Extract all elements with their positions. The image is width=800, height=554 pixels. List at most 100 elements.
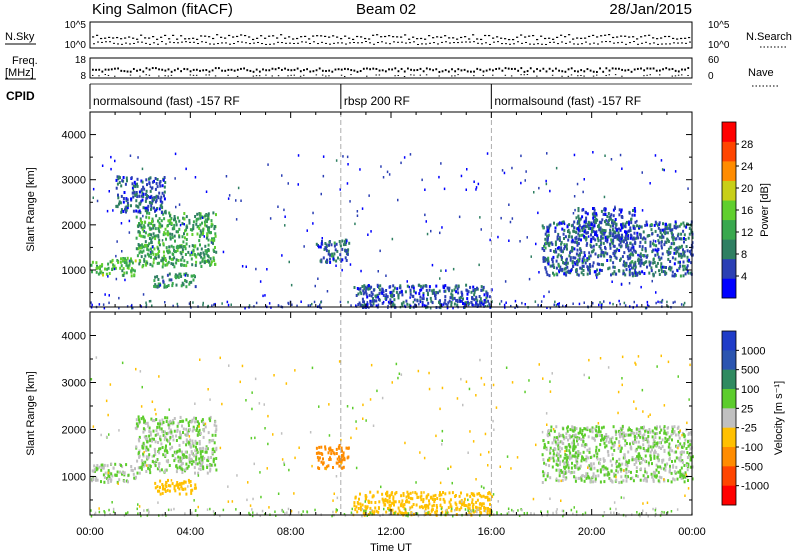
echo-cell	[178, 443, 181, 447]
echo-cell	[560, 258, 563, 261]
echo-cell	[644, 247, 647, 250]
echo-cell	[471, 504, 474, 508]
freq-point	[110, 68, 113, 71]
echo-cell	[584, 261, 587, 265]
echo-cell	[109, 260, 112, 264]
echo-cell	[343, 456, 346, 460]
echo-cell	[615, 478, 618, 482]
nsearch-point	[377, 41, 379, 43]
nsky-point	[212, 37, 215, 40]
echo-cell	[427, 493, 430, 497]
echo-cell	[160, 427, 163, 431]
echo-cell	[631, 458, 634, 462]
echo-cell	[590, 237, 593, 241]
echo-cell	[166, 416, 169, 420]
echo-cell	[597, 239, 600, 243]
echo-cell	[655, 427, 658, 431]
echo-cell	[169, 419, 172, 423]
nave-point	[643, 75, 645, 77]
echo-cell	[180, 245, 183, 249]
echo-cell	[580, 233, 583, 237]
echo-cell	[681, 264, 684, 268]
echo-cell	[143, 259, 146, 263]
echo-cell	[629, 433, 632, 437]
echo-cell	[210, 241, 213, 244]
echo-cell	[372, 288, 375, 292]
echo-cell	[322, 457, 324, 461]
nsky-point	[564, 36, 567, 38]
nave-point	[567, 75, 570, 77]
echo-cell	[602, 467, 605, 471]
echo-cell	[153, 196, 156, 200]
freq-point	[356, 70, 359, 73]
echo-cell	[646, 234, 649, 238]
echo-cell	[388, 496, 391, 500]
echo-cell	[157, 219, 159, 223]
freq-point	[221, 69, 223, 72]
echo-cell	[582, 255, 585, 259]
echo-cell	[171, 282, 174, 285]
echo-cell	[428, 502, 431, 506]
echo-cell	[199, 229, 202, 233]
echo-cell	[663, 243, 666, 247]
nsearch-point	[509, 43, 511, 45]
echo-cell	[143, 257, 146, 261]
echo-cell	[624, 236, 627, 240]
nsky-point	[456, 38, 459, 40]
echo-cell	[202, 465, 205, 469]
echo-cell	[150, 238, 153, 242]
echo-cell	[582, 273, 585, 277]
echo-cell	[633, 213, 636, 217]
echo-cell	[366, 506, 368, 510]
echo-cell	[503, 171, 506, 175]
nsearch-point	[649, 43, 651, 45]
freq-point	[438, 70, 441, 73]
echo-cell	[684, 475, 687, 479]
echo-cell	[162, 279, 165, 283]
echo-cell	[644, 437, 646, 441]
echo-cell	[561, 267, 564, 271]
echo-cell	[163, 194, 165, 198]
echo-cell	[124, 208, 126, 211]
echo-cell	[359, 303, 362, 307]
freq-point	[362, 67, 365, 70]
echo-cell	[625, 238, 627, 242]
nsky-point	[248, 36, 251, 38]
echo-cell	[552, 449, 555, 452]
freq-point	[435, 68, 438, 71]
echo-cell	[134, 259, 137, 263]
echo-cell	[422, 293, 425, 297]
echo-cell	[618, 432, 621, 436]
echo-cell	[179, 456, 182, 460]
echo-cell	[611, 272, 614, 276]
echo-cell	[599, 470, 602, 474]
freq-point	[671, 67, 674, 70]
echo-cell	[131, 469, 134, 472]
echo-cell	[681, 450, 683, 454]
nave-point	[255, 75, 258, 77]
echo-cell	[619, 228, 622, 232]
echo-cell	[584, 427, 587, 431]
echo-cell	[96, 478, 99, 482]
echo-cell	[445, 303, 447, 306]
echo-cell	[345, 241, 347, 245]
echo-cell	[168, 430, 171, 434]
echo-cell	[650, 472, 653, 476]
nsky-point	[668, 35, 671, 38]
echo-cell	[559, 454, 562, 458]
echo-cell	[215, 428, 218, 432]
echo-cell	[385, 492, 387, 496]
echo-cell	[307, 304, 310, 307]
echo-cell	[581, 208, 584, 212]
echo-cell	[585, 243, 588, 247]
echo-cell	[235, 218, 238, 221]
nsearch-point	[105, 41, 107, 43]
cpid-segment-label: normalsound (fast) -157 RF	[93, 94, 240, 108]
echo-cell	[161, 239, 164, 242]
freq-point	[476, 67, 479, 70]
echo-cell	[401, 499, 404, 503]
echo-cell	[158, 447, 161, 451]
echo-cell	[674, 300, 676, 304]
nave-point	[596, 74, 598, 76]
echo-cell	[169, 232, 172, 236]
